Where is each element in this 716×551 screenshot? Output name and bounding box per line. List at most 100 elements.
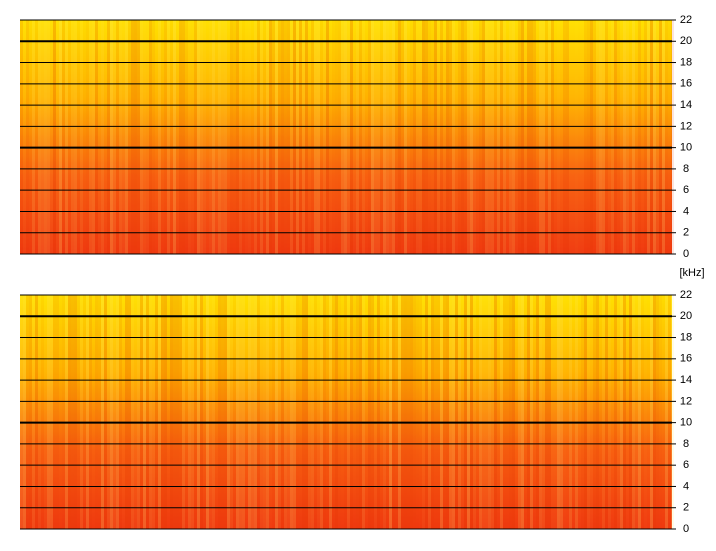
spectrogram-texture	[20, 20, 23, 254]
spectrogram-texture	[233, 295, 236, 529]
spectrogram-texture	[485, 20, 488, 254]
spectrogram-texture	[587, 295, 590, 529]
spectrogram-texture	[44, 20, 47, 254]
spectrogram-texture	[383, 20, 386, 254]
spectrogram-texture	[80, 295, 83, 529]
spectrogram-texture	[194, 20, 197, 254]
spectrogram-texture	[176, 20, 179, 254]
spectrogram-texture	[470, 295, 473, 529]
spectrogram-texture	[581, 20, 584, 254]
spectrogram-texture	[200, 295, 203, 529]
spectrogram-texture	[545, 295, 548, 529]
spectrogram-texture	[461, 20, 464, 254]
spectrogram-texture	[362, 295, 365, 529]
spectrogram-texture	[179, 295, 182, 529]
spectrogram-texture	[308, 20, 311, 254]
spectrogram-texture	[410, 295, 413, 529]
y-tick-label: 0	[683, 248, 689, 260]
spectrogram-texture	[557, 295, 560, 529]
spectrogram-texture	[293, 20, 296, 254]
spectrogram-texture	[449, 295, 452, 529]
spectrogram-texture	[236, 295, 239, 529]
spectrogram-texture	[305, 20, 308, 254]
spectrogram-texture	[146, 295, 149, 529]
spectrogram-texture	[269, 295, 272, 529]
spectrogram-texture	[71, 295, 74, 529]
spectrogram-texture	[512, 295, 515, 529]
spectrogram-texture	[425, 20, 428, 254]
spectrogram-texture	[644, 295, 647, 529]
spectrogram-texture	[116, 295, 119, 529]
spectrogram-texture	[53, 295, 56, 529]
y-axis-unit: [kHz]	[679, 267, 704, 279]
spectrogram-texture	[602, 295, 605, 529]
spectrogram-texture	[299, 20, 302, 254]
spectrogram-texture	[578, 20, 581, 254]
y-tick-label: 12	[680, 395, 692, 407]
spectrogram-texture	[338, 20, 341, 254]
spectrogram-texture	[56, 295, 59, 529]
spectrogram-texture	[230, 20, 233, 254]
spectrogram-texture	[401, 295, 404, 529]
spectrogram-texture	[332, 20, 335, 254]
spectrogram-texture	[614, 295, 617, 529]
spectrogram-texture	[131, 20, 134, 254]
spectrogram-texture	[95, 295, 98, 529]
spectrogram-texture	[428, 20, 431, 254]
spectrogram-texture	[212, 20, 215, 254]
spectrogram-texture	[275, 20, 278, 254]
spectrogram-texture	[344, 295, 347, 529]
y-tick-label: 14	[680, 99, 692, 111]
spectrogram-texture	[539, 20, 542, 254]
spectrogram-texture	[620, 295, 623, 529]
spectrogram-texture	[167, 20, 170, 254]
spectrogram-texture	[374, 20, 377, 254]
spectrogram-texture	[215, 295, 218, 529]
spectrogram-texture	[608, 295, 611, 529]
spectrogram-texture	[473, 295, 476, 529]
spectrogram-texture	[461, 295, 464, 529]
y-tick-label: 16	[680, 78, 692, 90]
spectrogram-texture	[56, 20, 59, 254]
y-tick-label: 16	[680, 353, 692, 365]
spectrogram-texture	[536, 295, 539, 529]
spectrogram-texture	[185, 20, 188, 254]
spectrogram-texture	[41, 20, 44, 254]
spectrogram-texture	[29, 295, 32, 529]
spectrogram-texture	[398, 20, 401, 254]
spectrogram-texture	[527, 295, 530, 529]
spectrogram-texture	[98, 295, 101, 529]
spectrogram-texture	[524, 20, 527, 254]
spectrogram-texture	[377, 295, 380, 529]
spectrogram-texture	[365, 295, 368, 529]
spectrogram-texture	[206, 295, 209, 529]
spectrogram-texture	[353, 295, 356, 529]
spectrogram-texture	[35, 20, 38, 254]
spectrogram-texture	[569, 20, 572, 254]
spectrogram-texture	[401, 20, 404, 254]
spectrogram-texture	[257, 295, 260, 529]
spectrogram-texture	[491, 20, 494, 254]
spectrogram-texture	[638, 20, 641, 254]
spectrogram-texture	[212, 295, 215, 529]
spectrogram-texture	[209, 295, 212, 529]
spectrogram-texture	[227, 295, 230, 529]
spectrogram-texture	[620, 20, 623, 254]
spectrogram-texture	[251, 20, 254, 254]
spectrogram-texture	[215, 20, 218, 254]
spectrogram-texture	[272, 295, 275, 529]
spectrogram-texture	[389, 20, 392, 254]
spectrogram-texture	[656, 20, 659, 254]
spectrogram-texture	[251, 295, 254, 529]
spectrogram-texture	[665, 295, 668, 529]
spectrogram-texture	[152, 295, 155, 529]
spectrogram-texture	[113, 295, 116, 529]
spectrogram-texture	[398, 295, 401, 529]
spectrogram-texture	[263, 295, 266, 529]
spectrogram-texture	[557, 20, 560, 254]
spectrogram-texture	[140, 20, 143, 254]
spectrogram-texture	[503, 295, 506, 529]
spectrogram-texture	[575, 295, 578, 529]
spectrogram-texture	[632, 295, 635, 529]
